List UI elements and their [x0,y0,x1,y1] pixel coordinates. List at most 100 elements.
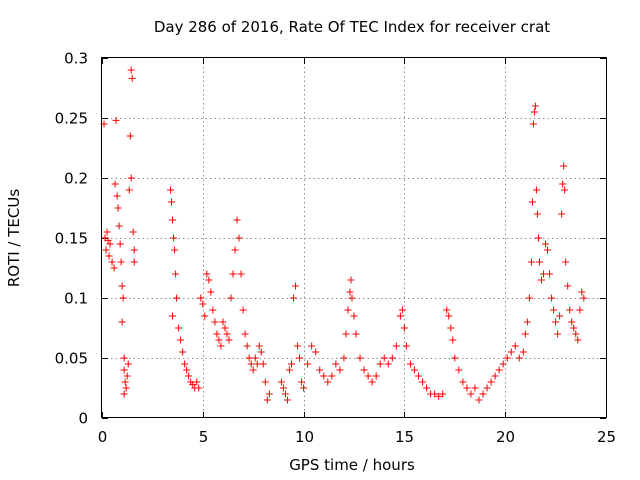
data-point [312,348,320,356]
data-point [562,258,570,266]
data-point [528,198,536,206]
data-point [170,234,178,242]
data-point [348,294,356,302]
data-point [261,378,269,386]
data-point [197,294,205,302]
data-point [475,396,483,404]
x-tick-label: 0 [98,428,108,446]
y-tick-label: 0.2 [64,170,88,188]
data-point [356,354,364,362]
data-point [511,342,519,350]
data-point [117,258,125,266]
data-point [235,234,243,242]
data-point [108,258,116,266]
data-point [392,342,400,350]
data-point [352,330,360,338]
y-tick-label: 0.05 [55,350,88,368]
data-point [451,354,459,362]
data-point [213,330,221,338]
data-point [294,342,302,350]
data-point [316,366,324,374]
data-point [423,384,431,392]
data-point [168,198,176,206]
data-point [455,366,463,374]
data-point [127,66,135,74]
data-point [564,282,572,290]
data-point [364,372,372,380]
data-point [402,342,410,350]
data-point [532,186,540,194]
data-point [336,366,344,374]
data-point [447,324,455,332]
data-point [105,252,113,260]
data-point [320,372,328,380]
data-point [225,336,233,344]
data-point [171,246,179,254]
data-point [119,294,127,302]
data-point [112,116,120,124]
data-point [233,216,241,224]
data-point [231,246,239,254]
data-point [459,378,467,386]
y-tick-label: 0.25 [55,110,88,128]
data-point [255,342,263,350]
data-point [578,288,586,296]
data-point [531,102,539,110]
data-point [346,288,354,296]
x-axis-label: GPS time / hours [289,456,415,474]
data-point [229,270,237,278]
data-point [169,216,177,224]
data-point [328,372,336,380]
data-point [376,360,384,368]
data-point [115,222,123,230]
data-point [344,306,352,314]
data-point [124,360,132,368]
data-point [129,228,137,236]
y-tick-label: 0 [78,410,88,428]
data-point [556,312,564,320]
data-point [104,236,112,244]
data-point [257,348,265,356]
data-point [127,174,135,182]
data-point [223,330,231,338]
data-point [285,366,293,374]
data-point [540,270,548,278]
data-point [201,312,209,320]
data-point [529,120,537,128]
data-point [245,354,253,362]
data-point [173,294,181,302]
data-point [253,360,261,368]
data-point [251,354,259,362]
data-points [100,66,588,404]
data-point [122,384,130,392]
data-point [249,366,257,374]
data-point [263,396,271,404]
data-point [185,372,193,380]
data-point [172,270,180,278]
data-point [561,186,569,194]
data-point [288,360,296,368]
data-point [431,390,439,398]
data-point [499,360,507,368]
data-point [554,330,562,338]
data-point [130,258,138,266]
axis-ticks: 0 5 10 15 20 25 0 0.05 0.1 0.15 0.2 0.25 0.3 [55,50,616,447]
data-point [570,324,578,332]
data-point [435,392,443,400]
data-point [449,336,457,344]
data-point [123,372,131,380]
data-point [199,300,207,308]
data-point [521,330,529,338]
data-point [247,360,255,368]
data-point [130,246,138,254]
data-point [118,318,126,326]
data-point [203,270,211,278]
data-point [103,228,111,236]
data-point [443,306,451,314]
y-tick-label: 0.3 [64,50,88,68]
grid-lines [102,58,606,418]
data-point [515,354,523,362]
data-point [439,390,447,398]
data-point [574,336,582,344]
data-point [544,246,552,254]
